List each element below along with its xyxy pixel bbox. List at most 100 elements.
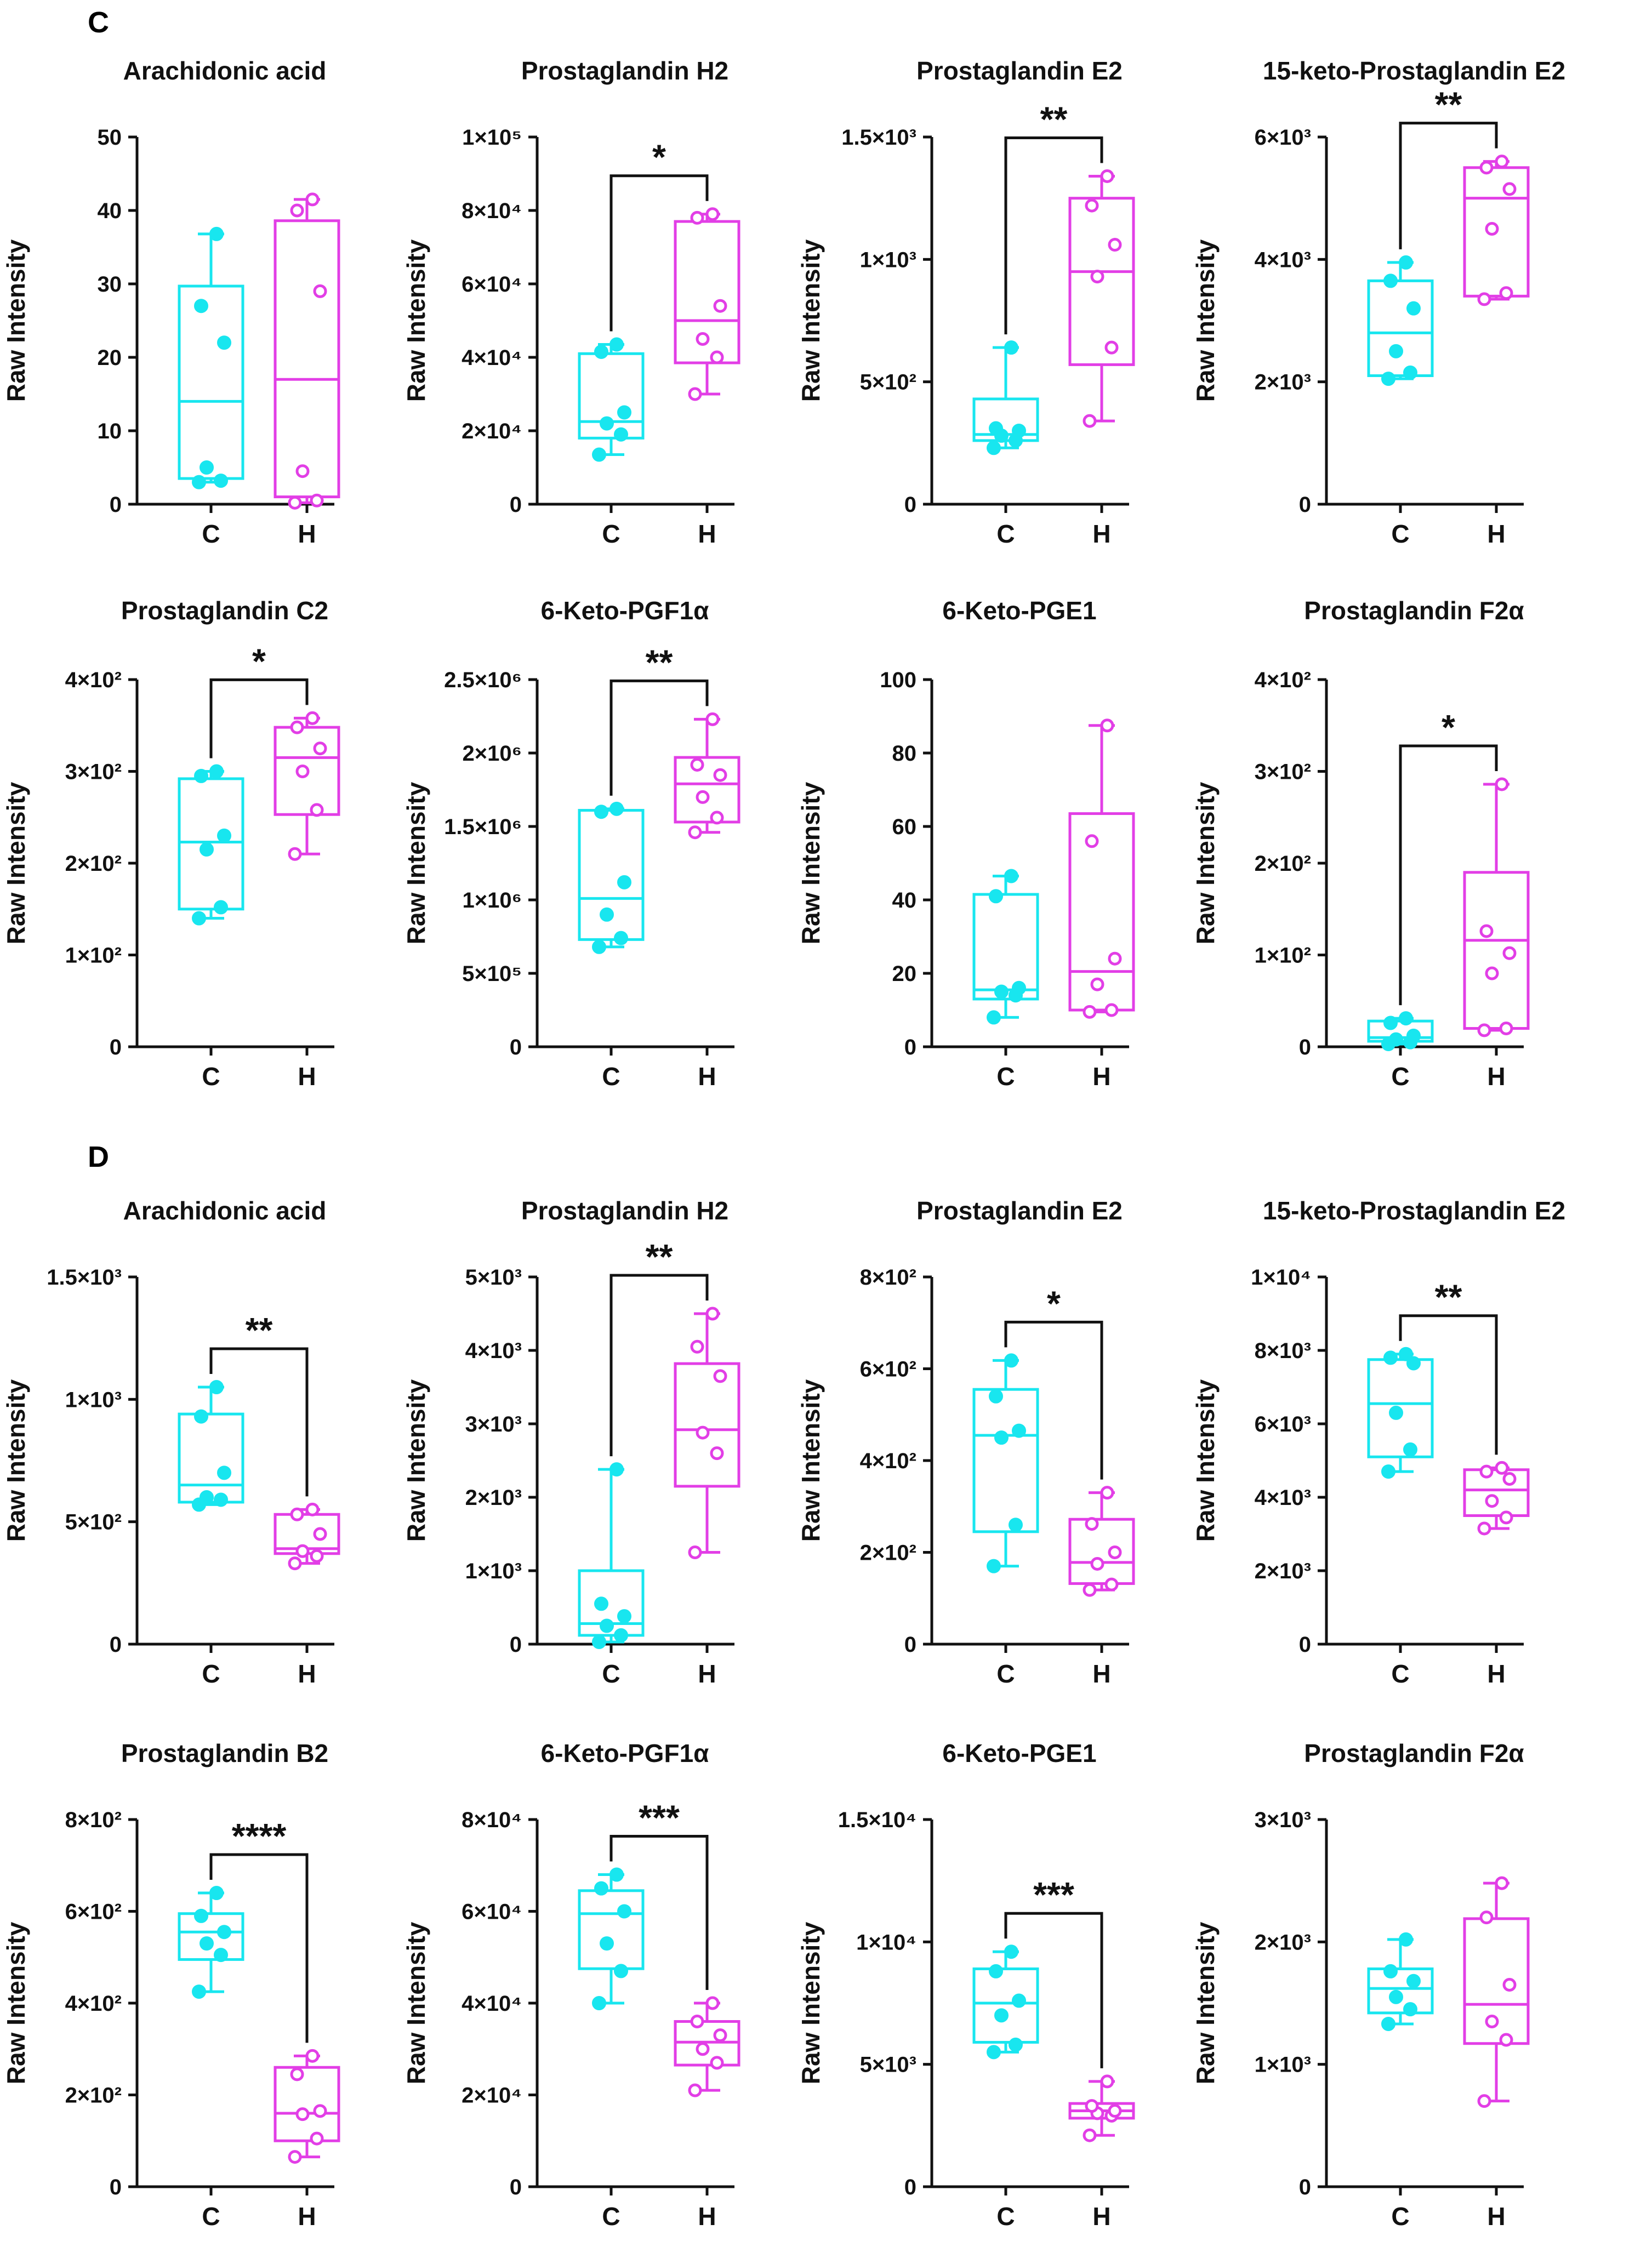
category-label: C (1391, 520, 1409, 548)
data-point (713, 299, 727, 313)
data-point (1085, 2099, 1099, 2113)
box-H (274, 2049, 340, 2164)
data-point (1383, 1964, 1398, 1978)
data-point (1004, 869, 1018, 883)
y-tick-label: 2.5×10⁶ (444, 668, 522, 692)
significance-label: ** (646, 1237, 673, 1276)
category-label: C (602, 520, 620, 548)
data-point (713, 2028, 727, 2043)
y-axis-label: Raw Intensity (1191, 782, 1220, 944)
category-label: C (1391, 1062, 1409, 1091)
bracket-line (1399, 744, 1498, 1006)
y-tick-label: 0 (110, 493, 122, 517)
chart-9: Arachidonic acid Raw Intensity 0 5×10² 1×10³… (2, 1196, 340, 1688)
data-point (217, 828, 231, 843)
data-point (1499, 1022, 1513, 1035)
box-H (274, 1502, 340, 1571)
y-tick-label: 0 (904, 493, 916, 517)
significance-bracket: **** (209, 1816, 309, 2043)
category-label: H (298, 2202, 316, 2231)
data-point (1083, 414, 1097, 428)
data-point (1389, 1989, 1403, 2004)
y-tick-label: 6×10⁴ (462, 272, 522, 296)
data-point (200, 460, 214, 475)
box-C (972, 1353, 1039, 1573)
data-point (217, 335, 231, 350)
data-point (617, 1609, 631, 1624)
data-point (194, 768, 208, 783)
y-tick-label: 0 (1299, 493, 1311, 517)
y-tick-label: 1×10³ (465, 1559, 522, 1583)
data-point (194, 1908, 208, 1923)
y-axis-label: Raw Intensity (1191, 1379, 1220, 1542)
y-tick-label: 8×10² (65, 1808, 122, 1832)
chart-title: Prostaglandin E2 (916, 56, 1123, 85)
y-axis-label: Raw Intensity (796, 782, 825, 944)
y-tick-label: 8×10³ (1255, 1339, 1311, 1363)
data-point (1389, 1405, 1403, 1420)
significance-bracket: * (1399, 708, 1498, 1006)
category-label: C (602, 1659, 620, 1688)
box-C (1367, 255, 1434, 386)
chart-7: 6-Keto-PGE1 Raw Intensity 0 20 40 60 80 100 C H (796, 596, 1135, 1091)
data-point (994, 984, 1009, 999)
data-point (1406, 1356, 1421, 1371)
data-point (1381, 2016, 1395, 2031)
significance-label: *** (639, 1798, 680, 1838)
data-point (710, 811, 724, 825)
y-tick-label: 2×10³ (465, 1486, 522, 1510)
significance-label: * (252, 641, 266, 681)
data-point (1085, 198, 1099, 213)
data-point (1477, 292, 1491, 306)
box-H (274, 192, 340, 510)
data-point (614, 427, 628, 442)
category-label: C (202, 1659, 220, 1688)
y-axis-label: Raw Intensity (1191, 239, 1220, 402)
data-point (1499, 2033, 1513, 2047)
data-point (688, 825, 702, 840)
y-tick-label: 1.5×10³ (841, 126, 916, 150)
y-tick-label: 2×10⁴ (462, 2084, 522, 2108)
y-tick-label: 3×10³ (1255, 1808, 1311, 1832)
y-tick-label: 4×10² (860, 1449, 916, 1473)
box-C (1367, 1011, 1434, 1051)
category-label: H (698, 2202, 716, 2231)
data-point (1477, 2094, 1491, 2108)
data-point (217, 1925, 231, 1940)
data-point (617, 875, 631, 889)
bracket-line (209, 678, 309, 758)
y-tick-label: 0 (510, 493, 522, 517)
box-iqr (1463, 166, 1530, 298)
data-point (609, 1462, 624, 1477)
data-point (1479, 1910, 1494, 1925)
data-point (295, 765, 310, 778)
category-label: C (202, 2202, 220, 2231)
chart-title: 6-Keto-PGE1 (942, 1739, 1096, 1767)
bracket-line (609, 679, 709, 796)
data-point (1083, 1583, 1097, 1597)
data-point (1485, 1494, 1499, 1508)
data-point (194, 1409, 208, 1424)
data-point (1108, 238, 1122, 252)
data-point (696, 332, 710, 346)
box-C (178, 1886, 244, 1999)
data-point (989, 1964, 1003, 1978)
y-tick-label: 20 (892, 962, 917, 986)
significance-label: * (652, 138, 666, 177)
category-label: C (996, 1062, 1015, 1091)
box-H (1068, 1486, 1135, 1597)
y-tick-label: 100 (880, 668, 916, 692)
significance-label: ** (1435, 1278, 1462, 1317)
significance-label: * (1442, 708, 1455, 747)
chart-title: Prostaglandin H2 (521, 1196, 728, 1225)
data-point (1406, 301, 1421, 316)
y-tick-label: 2×10⁴ (462, 419, 522, 443)
data-point (987, 1010, 1001, 1025)
significance-bracket: ** (1399, 1278, 1498, 1455)
y-tick-label: 5×10⁵ (462, 962, 522, 986)
data-point (600, 416, 614, 431)
y-tick-label: 1×10⁶ (462, 888, 522, 913)
data-point (288, 495, 302, 510)
data-point (617, 405, 631, 420)
